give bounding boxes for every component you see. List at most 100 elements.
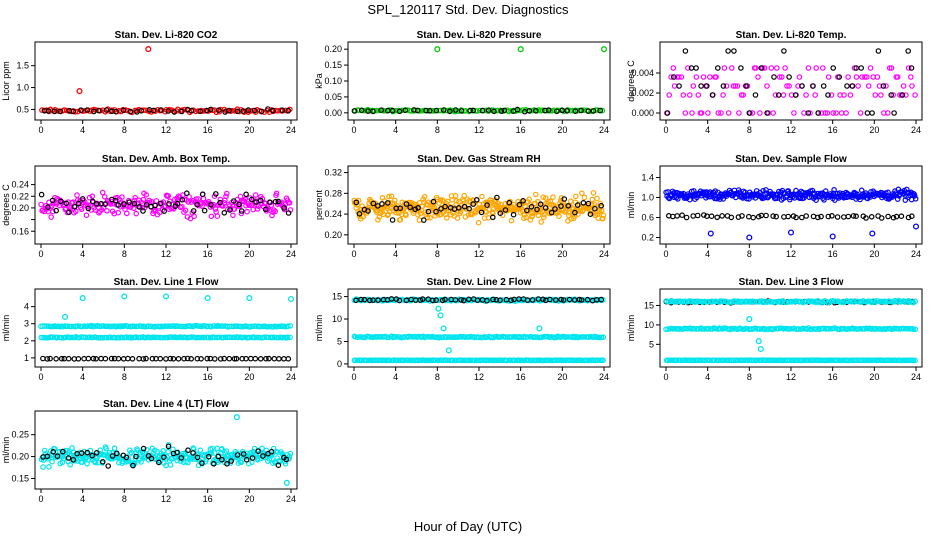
data-point <box>566 296 573 303</box>
data-point <box>45 204 51 210</box>
series-1 <box>663 186 919 204</box>
data-point <box>492 197 499 204</box>
data-point <box>114 450 120 457</box>
data-point <box>844 83 850 89</box>
outlier-point <box>912 223 920 230</box>
data-point <box>494 194 500 201</box>
y-tick-label: 4 <box>24 302 29 312</box>
data-point <box>49 458 55 465</box>
data-point <box>387 357 393 364</box>
data-point <box>822 110 829 116</box>
data-point <box>786 74 792 80</box>
data-point <box>180 323 187 330</box>
y-tick-label: 0.24 <box>324 209 342 219</box>
data-point <box>111 445 118 452</box>
data-point <box>734 83 741 89</box>
data-point <box>401 357 407 364</box>
data-point <box>211 323 218 329</box>
data-point <box>723 83 730 89</box>
outlier-point <box>445 347 452 354</box>
series-1 <box>663 65 918 116</box>
data-point <box>484 297 490 304</box>
x-tick-label: 0 <box>351 125 356 135</box>
outlier-point <box>204 295 211 302</box>
y-tick-label: 0.5 <box>16 104 29 114</box>
data-point <box>243 456 250 463</box>
data-point <box>853 213 859 220</box>
data-point <box>508 217 515 224</box>
y-tick-label: 0.32 <box>324 168 342 178</box>
data-point <box>249 196 255 203</box>
data-point <box>53 207 60 214</box>
data-point <box>458 108 465 114</box>
data-point <box>888 92 895 98</box>
data-point <box>412 333 418 340</box>
data-point <box>506 199 513 206</box>
x-tick-label: 16 <box>828 249 838 259</box>
data-point <box>694 357 701 364</box>
data-point <box>165 108 172 114</box>
data-point <box>249 455 256 461</box>
data-point <box>524 334 531 340</box>
data-point <box>103 334 110 341</box>
data-point <box>363 357 370 364</box>
data-point <box>384 200 391 206</box>
data-point <box>38 191 45 198</box>
series-2 <box>664 48 915 116</box>
data-point <box>84 107 91 113</box>
x-tick-label: 24 <box>911 372 921 382</box>
data-point <box>140 208 146 214</box>
data-point <box>855 83 861 89</box>
data-point <box>770 213 776 219</box>
data-point <box>905 48 912 54</box>
data-point <box>736 110 742 116</box>
data-point <box>96 323 103 330</box>
data-point <box>433 297 439 304</box>
data-point <box>455 108 462 115</box>
data-point <box>433 107 440 114</box>
y-tick-label: 0.004 <box>631 68 654 78</box>
data-point <box>886 65 893 71</box>
data-point <box>903 92 909 98</box>
data-point <box>235 323 242 330</box>
data-point <box>683 325 690 332</box>
data-point <box>715 110 722 116</box>
data-point <box>258 323 265 330</box>
data-point <box>149 355 156 362</box>
data-point <box>70 108 76 115</box>
data-point <box>426 108 433 114</box>
data-point <box>185 199 192 205</box>
data-point <box>415 205 421 211</box>
data-point <box>69 445 75 451</box>
data-point <box>272 198 279 205</box>
data-point <box>165 193 172 199</box>
data-point <box>443 215 450 221</box>
data-point <box>157 200 164 207</box>
data-point <box>115 202 122 208</box>
data-point <box>217 199 223 206</box>
data-point <box>211 460 217 467</box>
data-point <box>248 355 254 362</box>
y-tick-label: 5 <box>337 336 342 346</box>
x-tick-label: 24 <box>286 372 296 382</box>
data-point <box>370 200 377 207</box>
series-2 <box>40 443 290 469</box>
outlier-point <box>435 305 442 312</box>
data-point <box>215 453 222 460</box>
data-point <box>351 108 358 114</box>
data-point <box>184 355 191 362</box>
data-point <box>181 355 187 362</box>
data-point <box>148 323 155 330</box>
data-point <box>227 207 233 213</box>
data-point <box>700 74 707 80</box>
data-point <box>70 456 77 463</box>
data-point <box>714 214 721 221</box>
figure-xlabel: Hour of Day (UTC) <box>414 519 522 534</box>
data-point <box>825 92 831 98</box>
data-point <box>775 92 782 98</box>
outlier-point <box>61 313 69 320</box>
data-point <box>38 334 45 341</box>
data-point <box>912 357 918 364</box>
y-tick-label: 5 <box>649 339 654 349</box>
data-point <box>353 297 359 304</box>
